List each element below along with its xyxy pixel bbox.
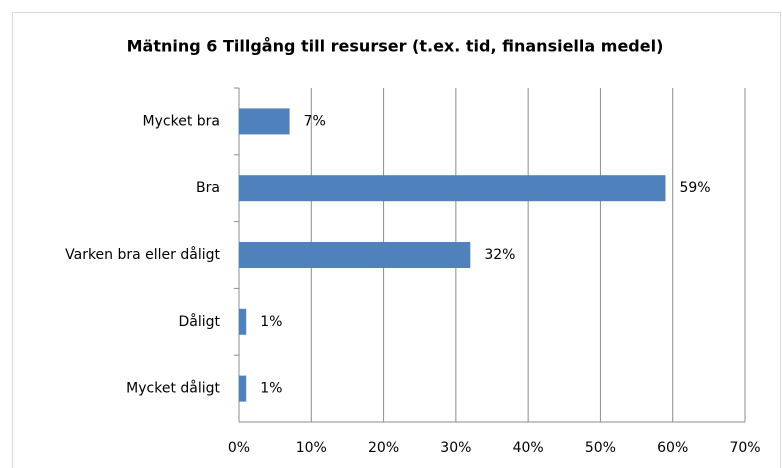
y-tick-label: Mycket dåligt	[126, 380, 220, 397]
x-tick-label: 40%	[513, 440, 544, 456]
x-tick-label: 0%	[228, 440, 250, 456]
data-label: 1%	[260, 314, 282, 330]
y-tick-label: Dåligt	[178, 313, 220, 330]
bar	[239, 108, 290, 135]
bar	[239, 308, 247, 335]
y-tick-label: Mycket bra	[143, 113, 220, 129]
chart-frame	[12, 12, 781, 468]
x-tick-label: 20%	[368, 440, 399, 456]
data-label: 1%	[260, 381, 282, 397]
x-tick-label: 10%	[296, 440, 327, 456]
data-label: 32%	[484, 247, 515, 263]
x-tick-label: 60%	[657, 440, 688, 456]
y-tick-label: Bra	[196, 180, 220, 196]
chart-title: Mätning 6 Tillgång till resurser (t.ex. …	[127, 37, 664, 56]
data-label: 7%	[304, 113, 326, 129]
y-tick-label: Varken bra eller dåligt	[65, 246, 220, 263]
bar	[239, 242, 471, 268]
bar	[239, 375, 247, 402]
data-label: 59%	[679, 180, 710, 196]
x-tick-label: 50%	[585, 440, 616, 456]
x-tick-label: 30%	[440, 440, 471, 456]
bar	[239, 175, 666, 202]
x-tick-label: 70%	[729, 440, 760, 456]
